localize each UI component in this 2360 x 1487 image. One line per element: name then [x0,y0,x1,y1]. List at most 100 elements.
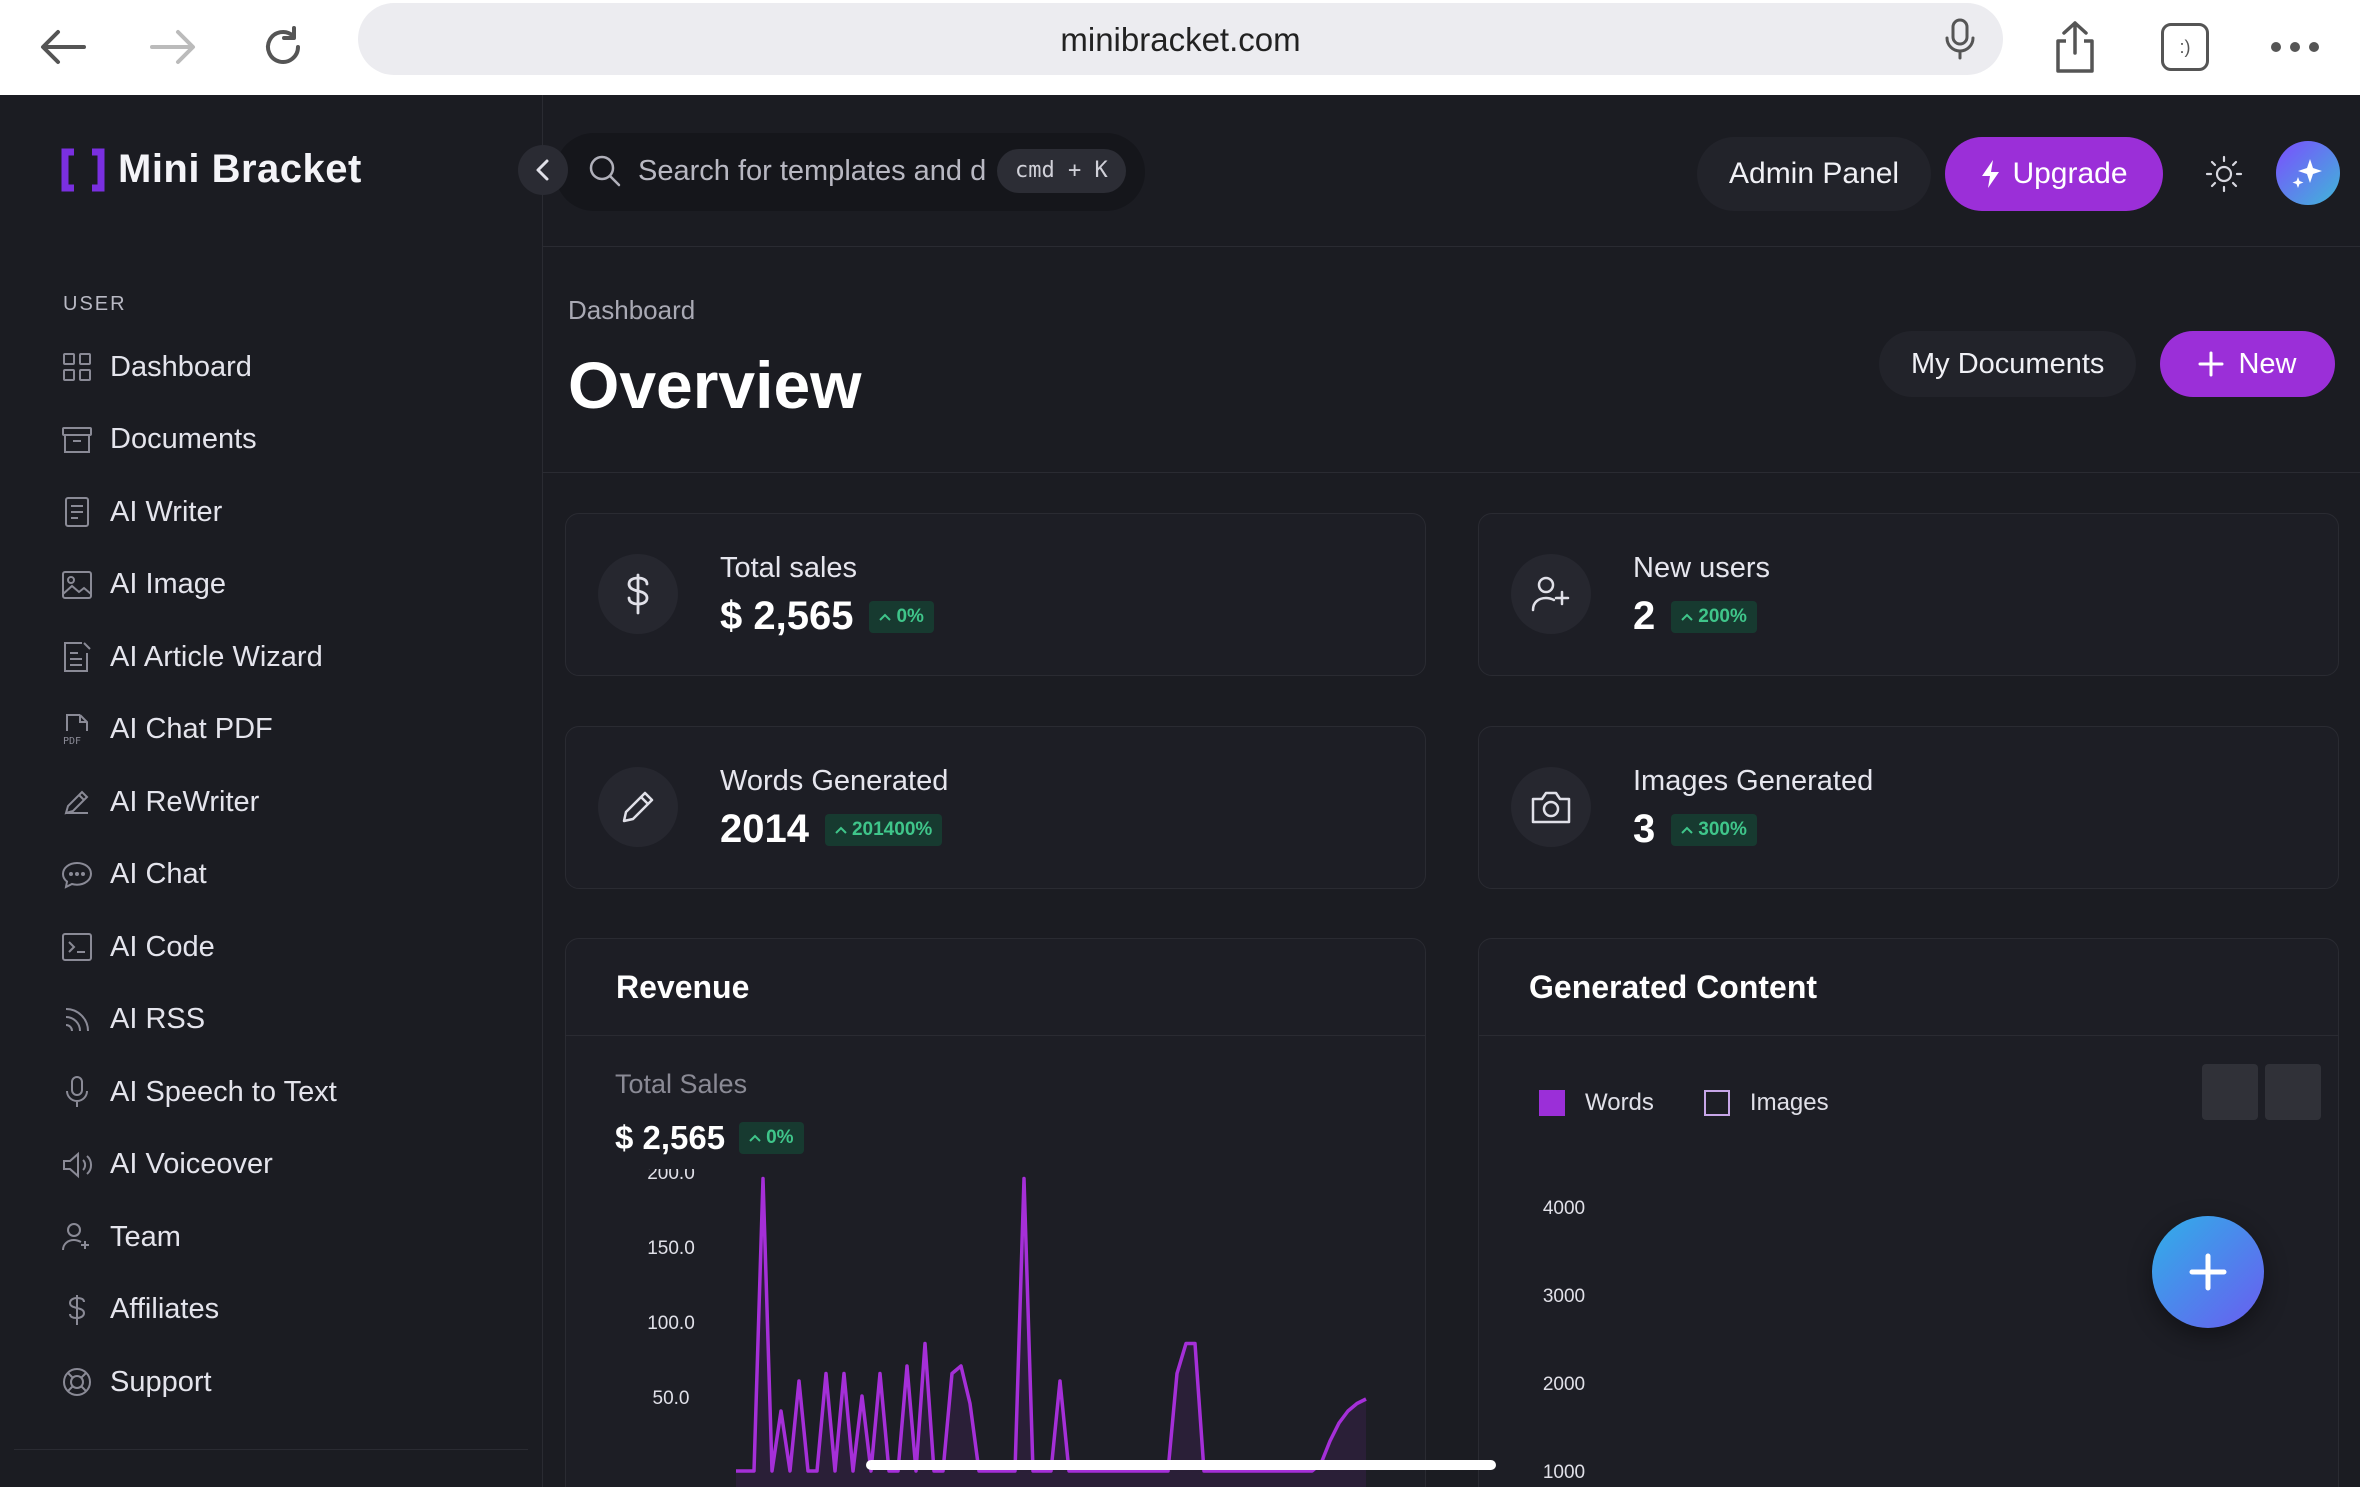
address-bar[interactable]: minibracket.com [358,3,2003,75]
y-tick-label: 1000 [1543,1462,1585,1483]
legend-swatch [1539,1090,1565,1116]
change-badge: 0% [739,1122,804,1154]
chevron-up-icon [1681,826,1693,834]
pencil-icon [598,767,678,847]
stat-label: New users [1633,552,1770,584]
change-value: 200% [1698,605,1747,627]
back-arrow-icon[interactable] [28,12,98,82]
user-plus-icon [1511,554,1591,634]
reload-icon[interactable] [248,12,318,82]
admin-panel-button[interactable]: Admin Panel [1697,137,1932,211]
sidebar-item-ai-article-wizard[interactable]: AI Article Wizard [58,621,528,694]
stat-value: 2 [1633,594,1656,638]
my-documents-button[interactable]: My Documents [1879,331,2137,397]
stat-value: 2014 [720,807,809,851]
new-label: New [2238,347,2297,380]
brand-logo[interactable]: Mini Bracket [60,147,362,192]
archive-icon [58,421,96,459]
browser-toolbar: minibracket.com :) [0,0,2360,95]
sidebar-item-label: Documents [110,423,257,456]
plus-icon [2198,351,2224,377]
sidebar-item-ai-voiceover[interactable]: AI Voiceover [58,1129,528,1202]
stat-card-new-users: New users 2 200% [1478,513,2339,676]
breadcrumb[interactable]: Dashboard [568,295,696,325]
y-tick-label: 2000 [1543,1374,1585,1395]
chart-toolbar-button[interactable] [2265,1064,2321,1120]
microphone-icon[interactable] [1943,17,1977,66]
forward-arrow-icon[interactable] [138,12,208,82]
sidebar-item-label: AI Speech to Text [110,1075,337,1108]
sidebar-item-ai-image[interactable]: AI Image [58,549,528,622]
image-icon [58,566,96,604]
generated-content-chart[interactable]: 4000 3000 2000 1000 [1479,1169,2339,1487]
stat-label: Words Generated [720,765,949,797]
sidebar-item-label: AI Voiceover [110,1148,273,1181]
legend-item-words[interactable]: Words [1539,1089,1654,1117]
more-icon[interactable] [2260,12,2330,82]
y-tick-label: 4000 [1543,1198,1585,1219]
dollar-icon [598,554,678,634]
article-icon [58,638,96,676]
sidebar-item-ai-rewriter[interactable]: AI ReWriter [58,766,528,839]
change-value: 201400% [851,818,933,840]
revenue-chart[interactable]: 200.0 150.0 100.0 50.0 [566,1169,1426,1487]
url-text: minibracket.com [1060,21,1301,58]
floating-add-button[interactable] [2152,1216,2264,1328]
sidebar-item-dashboard[interactable]: Dashboard [58,331,528,404]
sidebar-item-ai-speech-to-text[interactable]: AI Speech to Text [58,1056,528,1129]
revenue-area [736,1178,1366,1487]
y-tick-label: 50.0 [653,1388,690,1409]
sidebar-item-team[interactable]: Team [58,1201,528,1274]
change-value: 300% [1698,818,1747,840]
sidebar: Mini Bracket USER Dashboard Documents AI… [0,95,543,1487]
sidebar-item-ai-writer[interactable]: AI Writer [58,476,528,549]
sidebar-item-label: AI Article Wizard [110,640,323,673]
stat-label: Total sales [720,552,858,584]
change-value: 0% [896,605,924,627]
sidebar-item-label: AI Code [110,930,215,963]
camera-icon [1511,767,1591,847]
user-plus-icon [58,1218,96,1256]
sidebar-item-documents[interactable]: Documents [58,404,528,477]
revenue-value-row: $ 2,565 0% [615,1119,804,1157]
card-title: Revenue [566,939,1425,1036]
sidebar-item-ai-chat-pdf[interactable]: PDF AI Chat PDF [58,694,528,767]
pencil-icon [58,783,96,821]
tabs-button[interactable]: :) [2150,12,2220,82]
upgrade-button[interactable]: Upgrade [1945,137,2163,211]
chart-toolbar-button[interactable] [2202,1064,2258,1120]
sidebar-item-ai-rss[interactable]: AI RSS [58,984,528,1057]
sidebar-item-label: Dashboard [110,350,252,383]
new-button[interactable]: New [2160,331,2335,397]
page-header: Dashboard Overview My Documents New [543,247,2360,473]
revenue-card: Revenue Total Sales $ 2,565 0% 200.0 150.… [565,938,1426,1487]
sidebar-item-ai-code[interactable]: AI Code [58,911,528,984]
svg-text:PDF: PDF [63,736,81,747]
sidebar-item-support[interactable]: Support [58,1346,528,1419]
sidebar-nav: Dashboard Documents AI Writer AI Image A… [58,331,528,1419]
card-title: Generated Content [1479,939,2338,1036]
tab-count: :) [2161,23,2209,71]
collapse-sidebar-button[interactable] [518,145,568,195]
legend-item-images[interactable]: Images [1703,1089,1829,1117]
chat-icon [58,856,96,894]
share-icon[interactable] [2040,12,2110,82]
stat-value-row: 2 200% [1633,594,1757,639]
stat-card-images-generated: Images Generated 3 300% [1478,726,2339,889]
sidebar-item-label: AI RSS [110,1003,206,1036]
lightning-icon [1982,160,2000,188]
legend-swatch [1703,1090,1730,1116]
lifebuoy-icon [58,1363,96,1401]
avatar[interactable] [2276,141,2340,205]
sun-icon[interactable] [2198,148,2250,200]
stat-card-words-generated: Words Generated 2014 201400% [565,726,1426,889]
sidebar-item-ai-chat[interactable]: AI Chat [58,839,528,912]
sidebar-item-label: Affiliates [110,1293,220,1326]
bracket-logo-icon [60,148,106,192]
grid-icon [58,348,96,386]
stat-value-row: $ 2,565 0% [720,594,934,639]
search-input[interactable]: Search for templates and d cmd + K [555,133,1145,211]
stat-label: Images Generated [1633,765,1874,797]
microphone-icon [58,1073,96,1111]
sidebar-item-affiliates[interactable]: Affiliates [58,1274,528,1347]
